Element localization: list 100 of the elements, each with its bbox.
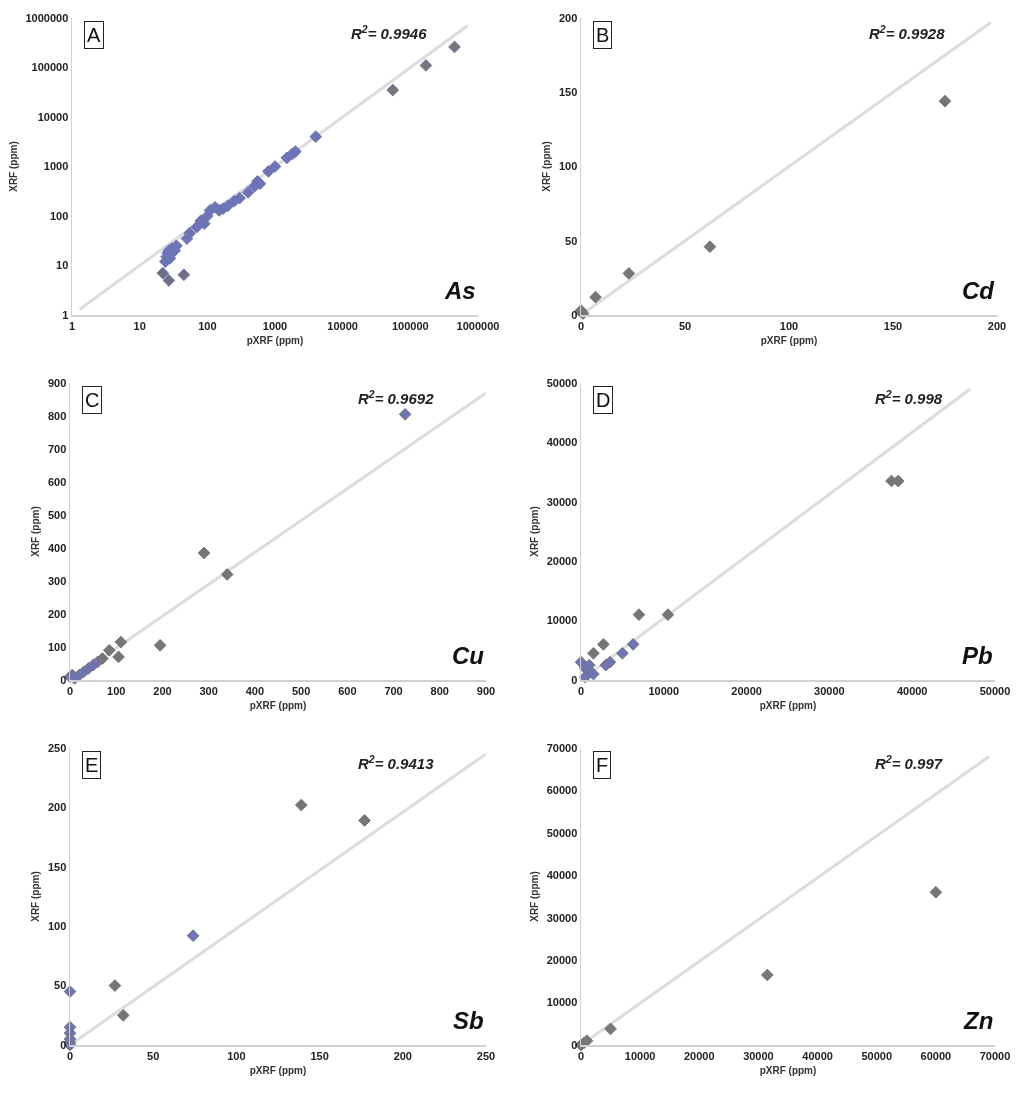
y-tick-label: 70000	[546, 741, 578, 754]
x-axis-title: pXRF (ppm)	[246, 334, 304, 346]
y-tick-label: 500	[47, 508, 67, 521]
point	[186, 929, 200, 943]
y-tick-label: 250	[47, 741, 67, 754]
y-tick-label: 400	[47, 541, 67, 554]
point	[938, 94, 952, 108]
x-tick-label: 150	[883, 319, 903, 332]
x-tick-label: 150	[310, 1049, 329, 1062]
x-tick-label: 1000000	[456, 319, 500, 332]
y-tick-label: 100	[47, 640, 67, 653]
point	[116, 1008, 130, 1022]
annotation: D	[596, 389, 611, 411]
point	[603, 655, 617, 669]
y-tick-label: 0	[571, 673, 578, 686]
x-tick-label: 200	[987, 319, 1007, 332]
point	[622, 267, 636, 280]
y-tick-label: 10000	[37, 110, 69, 123]
x-tick-label: 10000	[648, 684, 680, 697]
y-tick-label: 10000	[546, 614, 578, 627]
x-tick-label: 800	[430, 684, 449, 697]
annotation: C	[85, 389, 100, 411]
annotation: A	[87, 24, 101, 46]
y-tick-label: 20000	[546, 953, 578, 966]
y-tick-label: 20000	[546, 555, 578, 568]
point	[102, 643, 116, 657]
y-tick-label: 900	[47, 376, 67, 389]
annotation: R$^{2}$= 0.998	[875, 388, 943, 408]
annotation: Zn	[963, 1007, 994, 1034]
x-tick-label: 20000	[683, 1049, 715, 1062]
x-tick-label: 300	[199, 684, 218, 697]
point	[294, 798, 308, 812]
y-tick-label: 150	[558, 86, 578, 99]
x-tick-label: 50	[147, 1049, 160, 1062]
y-tick-label: 200	[47, 801, 67, 814]
x-tick-label: 50	[678, 319, 692, 332]
point	[604, 1022, 617, 1036]
point	[358, 814, 371, 827]
y-axis-title: XRF (ppm)	[528, 506, 540, 557]
y-tick-label: 1000000	[25, 11, 69, 24]
point	[114, 635, 128, 649]
y-tick-label: 200	[558, 11, 578, 24]
y-tick-label: 0	[571, 1038, 578, 1051]
point	[597, 638, 610, 651]
y-axis-title: XRF (ppm)	[30, 506, 42, 557]
annotation: Pb	[962, 642, 993, 669]
point	[587, 667, 600, 681]
x-tick-label: 10000	[624, 1049, 656, 1062]
point	[616, 646, 629, 660]
y-tick-label: 50000	[546, 826, 578, 839]
point	[760, 968, 774, 982]
x-tick-label: 900	[476, 684, 496, 697]
point	[589, 290, 602, 304]
annotation: R$^{2}$= 0.9946	[351, 23, 428, 43]
y-axis-title: XRF (ppm)	[541, 141, 553, 192]
point	[703, 240, 717, 254]
annotation: R$^{2}$= 0.9928	[869, 23, 946, 43]
x-tick-label: 30000	[743, 1049, 774, 1062]
y-tick-label: 300	[47, 574, 67, 587]
y-tick-label: 0	[571, 308, 578, 321]
x-tick-label: 40000	[802, 1049, 833, 1062]
y-tick-label: 50000	[546, 376, 578, 389]
x-tick-label: 10	[133, 319, 146, 332]
y-axis-title: XRF (ppm)	[7, 141, 19, 192]
y-tick-label: 150	[47, 860, 67, 873]
annotation: R$^{2}$= 0.997	[875, 753, 943, 773]
x-axis-title: pXRF (ppm)	[249, 699, 307, 711]
annotation: B	[596, 24, 610, 46]
y-tick-label: 200	[47, 607, 67, 620]
y-tick-label: 1000	[43, 160, 69, 173]
y-tick-label: 100	[49, 209, 69, 222]
y-tick-label: 60000	[546, 784, 578, 797]
x-tick-label: 60000	[920, 1049, 952, 1062]
y-tick-label: 700	[47, 442, 67, 455]
point	[582, 658, 596, 672]
x-tick-label: 40000	[896, 684, 928, 697]
y-tick-label: 50	[565, 234, 578, 247]
y-tick-label: 800	[47, 409, 67, 422]
y-tick-label: 10000	[546, 996, 578, 1009]
point	[197, 546, 211, 560]
y-tick-label: 100000	[31, 61, 69, 74]
x-tick-label: 50000	[979, 684, 1011, 697]
annotation: Cu	[452, 642, 485, 669]
x-tick-label: 50000	[861, 1049, 893, 1062]
x-tick-label: 700	[384, 684, 403, 697]
x-tick-label: 100	[198, 319, 217, 332]
x-tick-label: 100	[779, 319, 799, 332]
y-tick-label: 40000	[546, 869, 578, 882]
y-tick-label: 40000	[546, 436, 578, 449]
point	[626, 638, 640, 651]
annotation: Sb	[453, 1007, 484, 1034]
annotation: F	[596, 754, 609, 776]
point	[220, 568, 234, 581]
annotation: E	[85, 754, 99, 776]
x-axis-title: pXRF (ppm)	[759, 699, 817, 711]
y-tick-label: 100	[47, 920, 67, 933]
y-tick-label: 10	[56, 259, 69, 272]
point	[112, 650, 125, 664]
x-tick-label: 10000	[327, 319, 358, 332]
y-tick-label: 30000	[546, 911, 578, 924]
